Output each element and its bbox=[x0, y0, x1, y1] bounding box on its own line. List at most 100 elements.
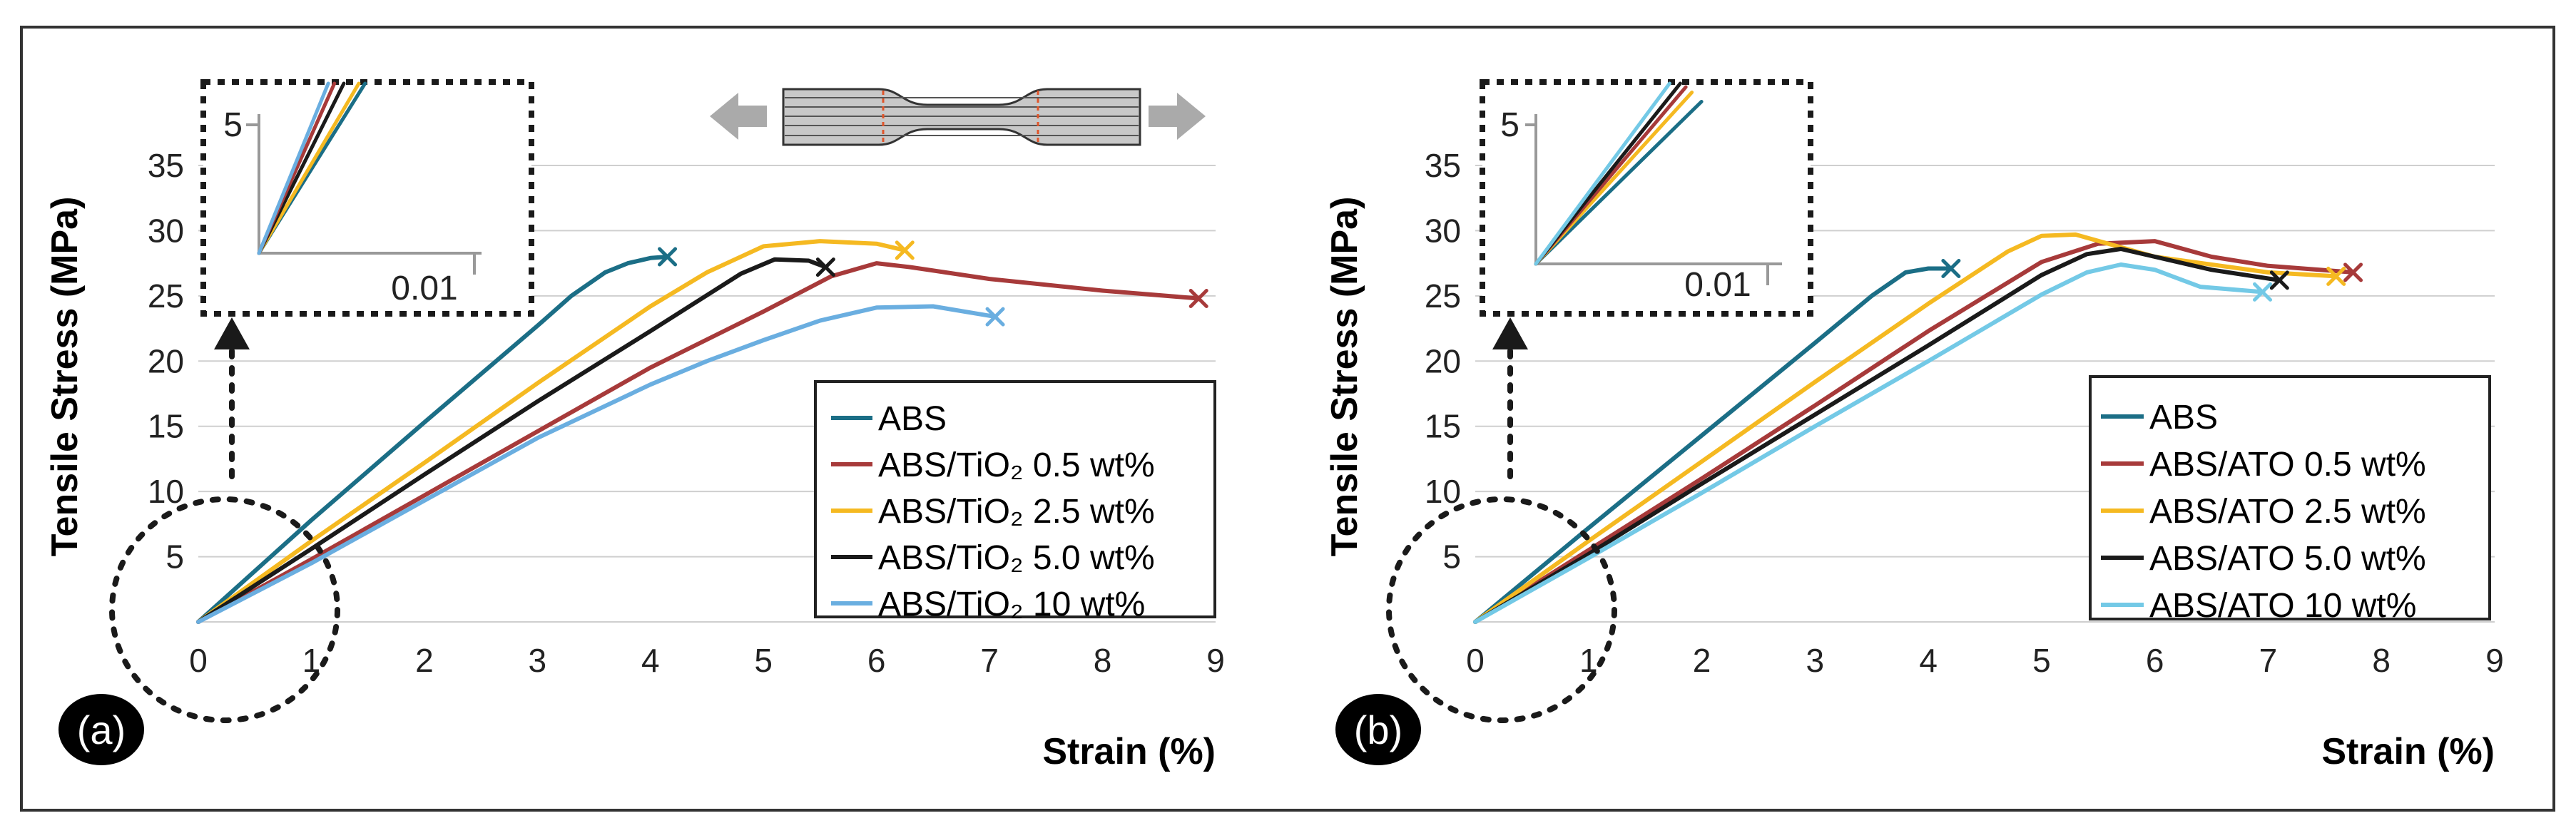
panel-a-inset: 5 0.01 bbox=[200, 79, 534, 317]
panel-a-x-tick: 3 bbox=[529, 642, 547, 679]
panel-a-y-axis-title: Tensile Stress (MPa) bbox=[44, 197, 86, 557]
panel-b-series-line-1 bbox=[1473, 239, 2356, 624]
panel-b-legend: ABS ABS/ATO 0.5 wt% ABS/ATO 2.5 wt% ABS/ATO… bbox=[2089, 375, 2491, 625]
panel-b-y-tick: 35 bbox=[1425, 147, 1461, 184]
panel-a-inset-lines bbox=[257, 81, 367, 255]
panel-a-legend-label-0: ABS bbox=[878, 400, 947, 438]
panel-b-legend-label-4: ABS/ATO 10 wt% bbox=[2149, 587, 2416, 625]
panel-a-label-badge: (a) bbox=[58, 694, 144, 765]
panel-a-break-marker-0 bbox=[658, 247, 678, 267]
panel-b-inset-lines bbox=[1534, 81, 1704, 266]
panel-a-inset-x-tick: 0.01 bbox=[391, 270, 457, 307]
panel-b-series bbox=[1473, 232, 2363, 624]
panel-b-zoom-arrow-icon bbox=[1492, 317, 1528, 349]
panel-a-series bbox=[196, 239, 1208, 624]
panel-b-legend-label-1: ABS/ATO 0.5 wt% bbox=[2149, 446, 2426, 484]
panel-b-legend-label-3: ABS/ATO 5.0 wt% bbox=[2149, 540, 2426, 578]
panel-b-x-tick: 7 bbox=[2259, 642, 2278, 679]
panel-b-legend-label-2: ABS/ATO 2.5 wt% bbox=[2149, 493, 2426, 531]
panel-b-y-tick: 5 bbox=[1442, 538, 1461, 576]
panel-a-inset-line-4 bbox=[257, 81, 330, 255]
panel-b-x-tick: 3 bbox=[1806, 642, 1825, 679]
panel-a-x-tick: 6 bbox=[867, 642, 886, 679]
panel-a-y-tick: 5 bbox=[166, 538, 184, 576]
panel-b-break-marker-0 bbox=[1941, 258, 1961, 278]
tensile-specimen-icon bbox=[710, 88, 1206, 146]
panel-b-y-axis-title: Tensile Stress (MPa) bbox=[1324, 197, 1365, 557]
panel-b-y-tick: 30 bbox=[1425, 212, 1461, 249]
panel-a-x-tick: 8 bbox=[1094, 642, 1112, 679]
panel-a-zoom-arrow-icon bbox=[214, 317, 250, 349]
panel-b-x-tick: 2 bbox=[1693, 642, 1711, 679]
panel-a-inset-line-2 bbox=[257, 81, 361, 255]
panel-a-series-line-2 bbox=[196, 239, 907, 624]
panel-a-legend-box bbox=[814, 380, 1216, 618]
panel-b-legend-label-0: ABS bbox=[2149, 399, 2218, 436]
panel-a-legend-label-4: ABS/TiO₂ 10 wt% bbox=[878, 586, 1145, 623]
panel-a-break-marker-1 bbox=[1188, 289, 1208, 309]
panel-a-x-tick: 9 bbox=[1206, 642, 1225, 679]
panel-a-break-marker-4 bbox=[985, 307, 1005, 327]
panel-b-break-marker-4 bbox=[2253, 282, 2273, 302]
panel-a-x-axis-title: Strain (%) bbox=[1042, 731, 1216, 772]
panel-b-x-axis-title: Strain (%) bbox=[2321, 731, 2495, 772]
panel-a-series-line-1 bbox=[196, 261, 1201, 624]
panel-a-y-tick: 30 bbox=[148, 212, 184, 249]
panel-a-break-marker-2 bbox=[895, 240, 915, 260]
panel-a-y-tick: 10 bbox=[148, 473, 184, 510]
panel-a-y-tick: 35 bbox=[148, 147, 184, 184]
panel-a-x-tick: 2 bbox=[415, 642, 434, 679]
panel-b-inset-x-tick: 0.01 bbox=[1684, 266, 1751, 304]
panel-b-x-tick: 0 bbox=[1466, 642, 1485, 679]
panel-b-series-line-3 bbox=[1473, 247, 2282, 624]
panel-b-x-tick: 9 bbox=[2485, 642, 2504, 679]
panel-a-inset-frame bbox=[200, 79, 534, 317]
panel-a-legend-label-2: ABS/TiO₂ 2.5 wt% bbox=[878, 493, 1155, 531]
panel-b-inset-line-0 bbox=[1534, 100, 1704, 266]
left-pull-arrow-icon bbox=[710, 93, 767, 140]
panel-b-inset-line-4 bbox=[1534, 81, 1671, 266]
panel-a-break-marker-3 bbox=[815, 257, 835, 277]
panel-b-legend-box bbox=[2089, 375, 2491, 620]
panel-a-y-tick: 20 bbox=[148, 342, 184, 379]
panel-b-break-marker-1 bbox=[2343, 262, 2363, 282]
panel-b-label-badge: (b) bbox=[1335, 694, 1421, 765]
panel-a-x-tick: 5 bbox=[754, 642, 773, 679]
panel-a-series-line-3 bbox=[196, 257, 828, 624]
panel-a-x-tick: 4 bbox=[641, 642, 660, 679]
figure-border bbox=[20, 26, 2555, 812]
panel-b-series-line-0 bbox=[1473, 266, 1953, 624]
panel-b-zoom-callout bbox=[1386, 317, 1617, 723]
panel-a-y-tick: 25 bbox=[148, 277, 184, 315]
panel-b-zoom-circle bbox=[1386, 496, 1617, 723]
panel-a-legend-label-3: ABS/TiO₂ 5.0 wt% bbox=[878, 539, 1155, 577]
panel-a-zoom-circle bbox=[109, 496, 340, 723]
panel-a-series-line-0 bbox=[196, 255, 670, 624]
panel-b-series-line-4 bbox=[1473, 262, 2265, 624]
panel-a-x-tick: 7 bbox=[980, 642, 999, 679]
panel-a-legend: ABS ABS/TiO₂ 0.5 wt% ABS/TiO₂ 2.5 wt% ABS/T… bbox=[814, 380, 1216, 623]
panel-a-legend-label-1: ABS/TiO₂ 0.5 wt% bbox=[878, 446, 1155, 484]
panel-b-inset: 5 0.01 bbox=[1480, 79, 1813, 317]
panel-b-label: (b) bbox=[1354, 707, 1402, 752]
panel-a-inset-y-tick: 5 bbox=[223, 106, 243, 144]
panel-b-break-marker-3 bbox=[2269, 270, 2289, 290]
panel-a-series-line-4 bbox=[196, 304, 997, 624]
right-pull-arrow-icon bbox=[1149, 93, 1206, 140]
panel-a-zoom-callout bbox=[109, 317, 340, 723]
panel-b-x-tick: 4 bbox=[1919, 642, 1938, 679]
panel-b-inset-y-tick: 5 bbox=[1500, 106, 1519, 144]
panel-b-y-tick: 20 bbox=[1425, 342, 1461, 379]
panel-b-series-line-2 bbox=[1473, 232, 2338, 624]
panel-b-x-tick: 6 bbox=[2146, 642, 2164, 679]
panel-b-y-tick: 15 bbox=[1425, 408, 1461, 445]
panel-b-x-tick: 8 bbox=[2372, 642, 2391, 679]
panel-a-label: (a) bbox=[77, 707, 126, 752]
panel-b-y-tick: 10 bbox=[1425, 473, 1461, 510]
panel-b-x-tick: 5 bbox=[2032, 642, 2051, 679]
